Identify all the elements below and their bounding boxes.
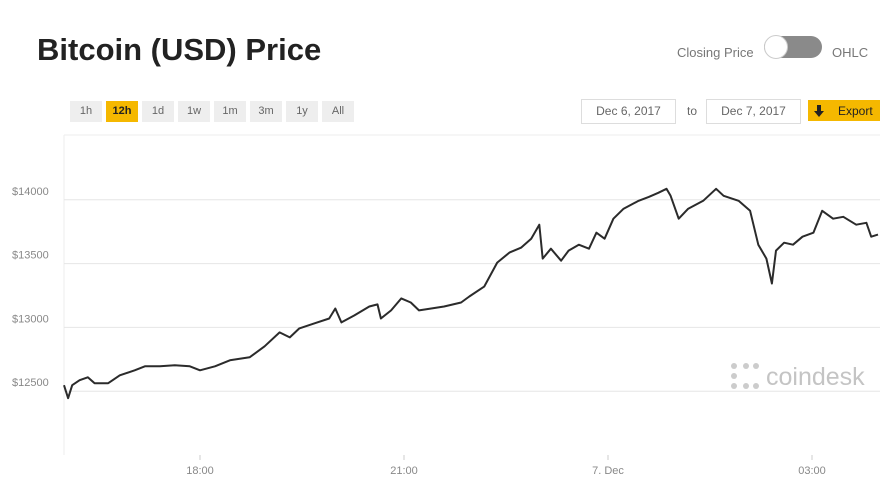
date-separator: to: [687, 104, 698, 118]
export-label: Export: [838, 104, 873, 118]
export-icon: [814, 105, 824, 117]
toggle-knob: [764, 35, 788, 59]
x-tick-label: 03:00: [798, 465, 826, 477]
export-button[interactable]: Export: [808, 100, 880, 121]
x-tick-label: 7. Dec: [592, 465, 624, 477]
range-button[interactable]: 3m: [250, 101, 282, 122]
page-title: Bitcoin (USD) Price: [37, 32, 322, 67]
range-button[interactable]: 1h: [70, 101, 102, 122]
toggle-label: Closing Price: [677, 45, 754, 60]
toggle-label: OHLC: [832, 45, 869, 60]
range-button[interactable]: All: [322, 101, 354, 122]
range-button[interactable]: 1m: [214, 101, 246, 122]
price-line: [63, 187, 879, 400]
x-tick-label: 18:00: [186, 465, 214, 477]
watermark-icon: [731, 363, 759, 389]
y-tick-label: $13500: [12, 250, 49, 262]
range-button[interactable]: 12h: [106, 101, 138, 122]
range-button[interactable]: 1d: [142, 101, 174, 122]
x-tick-label: 21:00: [390, 465, 418, 477]
y-tick-label: $14000: [12, 186, 49, 198]
range-button[interactable]: 1y: [286, 101, 318, 122]
range-button[interactable]: 1w: [178, 101, 210, 122]
watermark: coindesk: [766, 363, 865, 391]
y-tick-label: $12500: [12, 377, 49, 389]
date-input[interactable]: Dec 7, 2017: [706, 99, 801, 124]
y-tick-label: $13000: [12, 313, 49, 325]
date-input[interactable]: Dec 6, 2017: [581, 99, 676, 124]
toggle[interactable]: [764, 35, 822, 59]
